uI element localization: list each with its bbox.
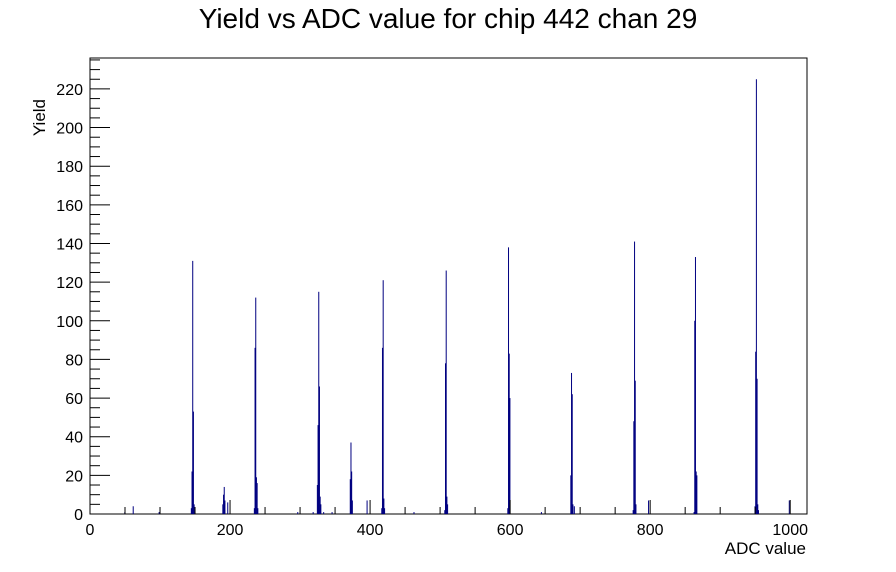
histogram-bar <box>632 510 634 514</box>
histogram-bar <box>570 475 572 514</box>
histogram-bar <box>648 500 650 514</box>
y-tick-label: 200 <box>56 121 83 138</box>
histogram-bar <box>757 504 759 514</box>
x-tick-label: 800 <box>637 522 664 539</box>
histogram-bars <box>124 79 790 515</box>
histogram-bar <box>635 504 637 514</box>
histogram-bar <box>316 485 318 514</box>
histogram-bar <box>634 380 636 514</box>
x-axis: 0 200 400 600 800 1000 <box>86 500 808 539</box>
y-axis: 0 20 40 60 80 100 120 140 160 180 200 220 <box>56 59 110 524</box>
histogram-bar <box>383 498 385 514</box>
histogram-bar <box>323 512 325 514</box>
histogram-bar <box>571 394 573 514</box>
histogram-bar <box>509 398 511 514</box>
x-tick-label: 200 <box>217 522 244 539</box>
y-tick-label: 140 <box>56 236 83 253</box>
histogram-bar <box>255 477 257 514</box>
histogram-bar <box>572 504 574 514</box>
histogram-bar <box>445 270 447 514</box>
histogram-bar <box>381 347 383 514</box>
histogram-bar <box>193 504 195 514</box>
histogram-bar <box>693 512 695 514</box>
plot-frame <box>89 57 808 515</box>
histogram-bar <box>132 506 134 514</box>
histogram-bar <box>571 372 573 514</box>
histogram-bar <box>756 378 758 514</box>
histogram-bar <box>351 471 353 514</box>
histogram-bar <box>317 425 319 514</box>
x-tick-label: 1000 <box>772 522 808 539</box>
y-tick-label: 60 <box>65 391 83 408</box>
histogram-bar <box>447 504 449 514</box>
histogram-bar <box>696 475 698 514</box>
histogram-bar <box>331 512 333 514</box>
histogram-bar <box>253 508 255 514</box>
histogram-bar <box>257 508 259 514</box>
histogram-bar <box>540 512 542 514</box>
histogram-bar <box>223 486 225 514</box>
histogram-bar <box>318 386 320 514</box>
y-tick-label: 160 <box>56 198 83 215</box>
histogram-bar <box>320 504 322 514</box>
histogram-bar <box>695 471 697 514</box>
histogram-bar <box>297 512 299 514</box>
y-axis-label: Yield <box>30 99 49 136</box>
histogram-bar <box>192 260 194 514</box>
histogram-bar <box>508 353 510 514</box>
histogram-bar <box>192 411 194 514</box>
histogram-bar <box>222 504 224 514</box>
chart-title: Yield vs ADC value for chip 442 chan 29 <box>199 3 698 34</box>
histogram-bar <box>446 496 448 514</box>
y-tick-label: 0 <box>74 507 83 524</box>
histogram-bar <box>227 502 229 514</box>
x-tick-label: 600 <box>497 522 524 539</box>
histogram-bar <box>634 241 636 514</box>
histogram-bar <box>190 508 192 514</box>
histogram-bar <box>319 496 321 514</box>
histogram-bar <box>694 320 696 514</box>
histogram-bar <box>384 508 386 514</box>
histogram-bar <box>256 483 258 514</box>
plot-border <box>89 57 808 515</box>
histogram-bar <box>254 347 256 514</box>
histogram-bar <box>351 500 353 514</box>
x-axis-label: ADC value <box>725 539 806 558</box>
histogram-bar <box>573 506 575 514</box>
histogram-bar <box>508 247 510 515</box>
histogram-bar <box>694 257 696 514</box>
histogram-bar <box>366 500 368 514</box>
x-tick-label: 400 <box>357 522 384 539</box>
histogram-bar <box>350 442 352 514</box>
histogram-bar <box>445 363 446 514</box>
histogram-bar <box>507 508 509 514</box>
y-tick-label: 100 <box>56 314 83 331</box>
histogram-bar <box>788 500 790 514</box>
histogram-bar <box>382 280 384 514</box>
histogram-bar <box>191 471 193 514</box>
histogram-bar <box>413 512 415 514</box>
histogram-bar <box>158 512 160 514</box>
y-tick-label: 20 <box>65 468 83 485</box>
x-tick-label: 0 <box>86 522 95 539</box>
y-tick-label: 180 <box>56 159 83 176</box>
y-tick-label: 120 <box>56 275 83 292</box>
y-tick-label: 40 <box>65 430 83 447</box>
histogram-bar <box>757 510 759 514</box>
histogram-bar <box>349 479 351 514</box>
histogram-bar <box>318 291 320 514</box>
histogram-bar <box>755 79 757 514</box>
histogram-bar <box>444 510 446 514</box>
histogram-bar <box>755 351 757 514</box>
histogram-bar <box>381 508 383 514</box>
y-tick-label: 80 <box>65 352 83 369</box>
y-tick-label: 220 <box>56 82 83 99</box>
histogram-bar <box>633 421 635 514</box>
histogram-bar <box>312 512 314 514</box>
histogram-bar <box>255 297 257 514</box>
histogram-bar <box>224 500 226 514</box>
histogram-bar <box>223 494 225 514</box>
